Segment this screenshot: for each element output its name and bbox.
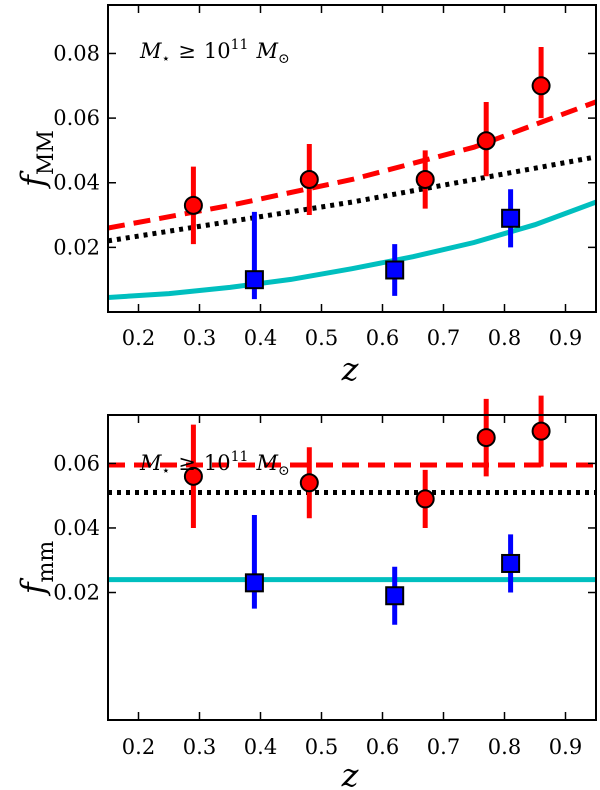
annot-sun: ⊙ [278,51,290,67]
data-point [244,573,264,593]
y-tick-label: 0.06 [53,106,100,130]
x-tick-label: 0.6 [366,326,399,350]
data-point [476,428,496,448]
annot-m: M [139,451,162,475]
plot-frame [107,4,597,313]
annot-sun: ⊙ [278,463,290,479]
red-dashed-fit [108,99,596,231]
x-tick-label: 0.7 [427,735,460,759]
x-tick-label: 0.4 [244,735,277,759]
y-tick-label: 0.02 [53,581,100,605]
y-tick-label: 0.02 [53,235,100,259]
annot-exp: 11 [231,37,249,53]
y-axis-label-sub: MM [34,130,59,175]
x-tick-label: 0.5 [305,326,338,350]
annot-star: ⋆ [162,463,171,479]
x-tick-label: 0.5 [305,735,338,759]
x-tick-label: 0.3 [183,735,216,759]
y-tick-label: 0.08 [53,41,100,65]
annot-msun: M [255,451,278,475]
annot-exp: 11 [231,449,249,465]
data-point [299,170,319,190]
mass-annotation: M⋆ ≥1011 M⊙ [139,37,290,67]
annot-geq: ≥ [178,39,196,63]
x-tick-label: 0.7 [427,326,460,350]
data-point [299,473,319,493]
data-point [385,260,405,280]
data-point [244,270,264,290]
x-axis-label: z [341,756,360,790]
y-tick-label: 0.06 [53,451,100,475]
x-tick-label: 0.9 [549,735,582,759]
x-tick-label: 0.4 [244,326,277,350]
y-axis-label: fMM [14,130,59,189]
x-tick-label: 0.8 [488,735,521,759]
black-dotted-fit [108,154,596,244]
data-point [531,421,551,441]
data-point [501,208,521,228]
cyan-solid-fit [108,199,596,300]
annot-msun: M [255,39,278,63]
data-point [183,195,203,215]
x-tick-label: 0.3 [183,326,216,350]
annot-star: ⋆ [162,51,171,67]
data-point [501,553,521,573]
data-point [415,489,435,509]
x-tick-label: 0.6 [366,735,399,759]
x-tick-label: 0.9 [549,326,582,350]
panel-2: 0.2 0.3 0.4 0.5 0.6 0.7 0.8 0.9 0.02 0.04 0.06 z fmm… [14,395,597,790]
y-axis-label: fmm [14,541,59,597]
annot-base: 10 [204,39,231,63]
x-tick-label: 0.8 [488,326,521,350]
data-point [385,586,405,606]
x-tick-label: 0.2 [122,735,155,759]
annot-m: M [139,39,162,63]
mass-annotation: M⋆ ≥1011 M⊙ [139,449,290,479]
x-tick-label: 0.2 [122,326,155,350]
panel-1: 0.2 0.3 0.4 0.5 0.6 0.7 0.8 0.9 0.02 0.04 0.06 0.08… [14,4,597,388]
y-axis-label-sub: mm [34,541,59,583]
data-point [183,466,203,486]
annot-geq: ≥ [178,451,196,475]
x-axis-label: z [341,350,360,388]
annot-base: 10 [204,451,231,475]
plot-frame [107,414,597,721]
data-point [531,76,551,96]
y-tick-label: 0.04 [53,516,100,540]
data-point [476,131,496,151]
data-point [415,170,435,190]
y-tick-label: 0.04 [53,171,100,195]
